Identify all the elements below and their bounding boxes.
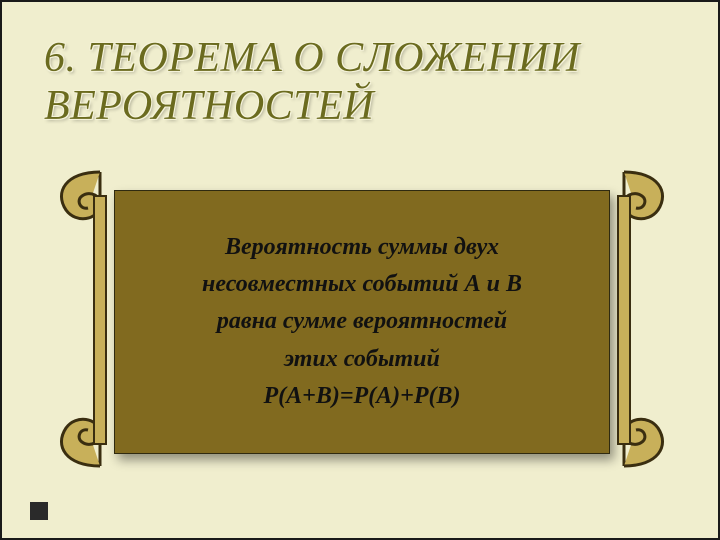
scroll-cap-right-icon bbox=[594, 166, 678, 486]
scroll-cap-left-icon bbox=[46, 166, 130, 486]
slide-title: 6. ТЕОРЕМА О СЛОЖЕНИИ ВЕРОЯТНОСТЕЙ bbox=[44, 34, 676, 131]
corner-ornament-icon bbox=[30, 502, 48, 520]
theorem-line: равна сумме вероятностей bbox=[217, 303, 507, 340]
theorem-line: несовместных событий А и В bbox=[202, 266, 522, 303]
theorem-line: Вероятность суммы двух bbox=[225, 229, 499, 266]
theorem-scroll: Вероятность суммы двух несовместных собы… bbox=[74, 172, 650, 492]
theorem-line: Р(А+В)=Р(А)+Р(В) bbox=[264, 378, 461, 415]
theorem-line: этих событий bbox=[284, 341, 440, 378]
theorem-panel: Вероятность суммы двух несовместных собы… bbox=[114, 190, 610, 454]
